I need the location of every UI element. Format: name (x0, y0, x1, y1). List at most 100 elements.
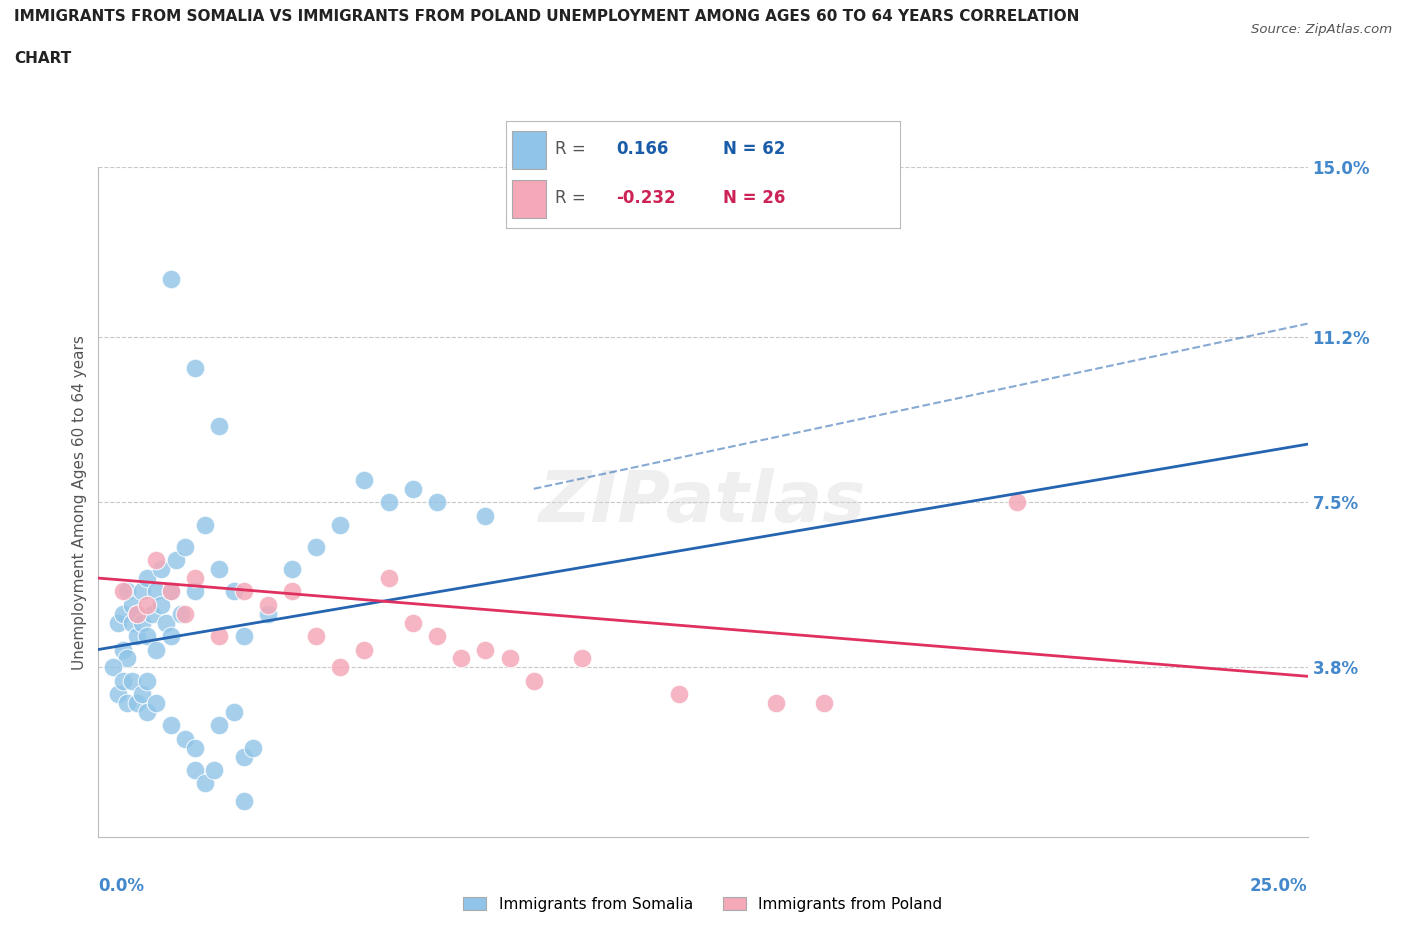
Point (131, 584, 153, 599)
Text: Source: ZipAtlas.com: Source: ZipAtlas.com (1251, 23, 1392, 36)
Point (145, 552, 167, 567)
Point (281, 584, 304, 599)
Point (571, 651, 593, 666)
Point (208, 562, 231, 577)
Point (222, 705, 245, 720)
Point (208, 629, 231, 644)
Point (127, 606, 149, 621)
Point (208, 418, 231, 433)
Point (107, 686, 129, 701)
Point (329, 660, 352, 675)
Point (165, 552, 187, 567)
Point (474, 508, 496, 523)
Point (160, 584, 183, 599)
Point (160, 584, 183, 599)
Point (174, 731, 197, 746)
Point (111, 673, 134, 688)
Point (765, 696, 787, 711)
Point (121, 616, 143, 631)
Point (377, 571, 399, 586)
Point (101, 660, 124, 675)
Point (111, 584, 134, 599)
Point (184, 763, 207, 777)
Text: -0.232: -0.232 (616, 190, 676, 207)
Point (121, 597, 143, 612)
Text: 25.0%: 25.0% (1250, 877, 1308, 896)
Y-axis label: Unemployment Among Ages 60 to 64 years: Unemployment Among Ages 60 to 64 years (72, 335, 87, 670)
Point (1007, 495, 1029, 510)
Point (135, 597, 157, 612)
Point (668, 686, 690, 701)
FancyBboxPatch shape (512, 179, 546, 219)
Point (222, 584, 245, 599)
Point (111, 642, 134, 657)
Point (135, 571, 157, 586)
Point (402, 616, 425, 631)
Point (232, 750, 254, 764)
Point (402, 482, 425, 497)
Point (232, 794, 254, 809)
Point (281, 562, 304, 577)
Text: N = 62: N = 62 (723, 140, 785, 158)
Point (155, 616, 177, 631)
Text: ZIPatlas: ZIPatlas (540, 468, 866, 537)
Point (232, 629, 254, 644)
Point (131, 616, 153, 631)
Point (145, 584, 167, 599)
Point (305, 629, 328, 644)
Point (111, 606, 134, 621)
Point (184, 740, 207, 755)
Point (131, 686, 153, 701)
Point (107, 616, 129, 631)
Text: 0.0%: 0.0% (98, 877, 145, 896)
Point (160, 718, 183, 733)
Point (426, 629, 449, 644)
Text: N = 26: N = 26 (723, 190, 785, 207)
Point (377, 495, 399, 510)
Point (121, 673, 143, 688)
Text: IMMIGRANTS FROM SOMALIA VS IMMIGRANTS FROM POLAND UNEMPLOYMENT AMONG AGES 60 TO : IMMIGRANTS FROM SOMALIA VS IMMIGRANTS FR… (14, 9, 1080, 24)
Text: CHART: CHART (14, 51, 72, 66)
Point (160, 272, 183, 286)
Point (127, 629, 149, 644)
FancyBboxPatch shape (512, 130, 546, 169)
Point (813, 696, 835, 711)
Text: R =: R = (555, 190, 586, 207)
Point (127, 606, 149, 621)
Point (184, 361, 207, 376)
Point (523, 673, 546, 688)
Point (145, 642, 167, 657)
Point (232, 584, 254, 599)
Point (450, 651, 472, 666)
Point (353, 642, 375, 657)
Point (117, 584, 139, 599)
Point (184, 584, 207, 599)
Point (242, 740, 264, 755)
Point (117, 696, 139, 711)
Legend: Immigrants from Somalia, Immigrants from Poland: Immigrants from Somalia, Immigrants from… (457, 890, 949, 918)
Point (135, 629, 157, 644)
Point (184, 571, 207, 586)
Text: 0.166: 0.166 (616, 140, 669, 158)
Point (174, 606, 197, 621)
Point (135, 673, 157, 688)
Point (174, 539, 197, 554)
Point (426, 495, 449, 510)
Point (256, 606, 278, 621)
Point (150, 562, 173, 577)
Point (169, 606, 191, 621)
Point (194, 776, 217, 790)
Point (145, 696, 167, 711)
Point (117, 651, 139, 666)
Point (135, 705, 157, 720)
Point (150, 597, 173, 612)
Text: R =: R = (555, 140, 586, 158)
Point (204, 763, 226, 777)
Point (194, 517, 217, 532)
Point (160, 629, 183, 644)
Point (141, 606, 163, 621)
Point (256, 597, 278, 612)
Point (127, 696, 149, 711)
Point (329, 517, 352, 532)
Point (305, 539, 328, 554)
